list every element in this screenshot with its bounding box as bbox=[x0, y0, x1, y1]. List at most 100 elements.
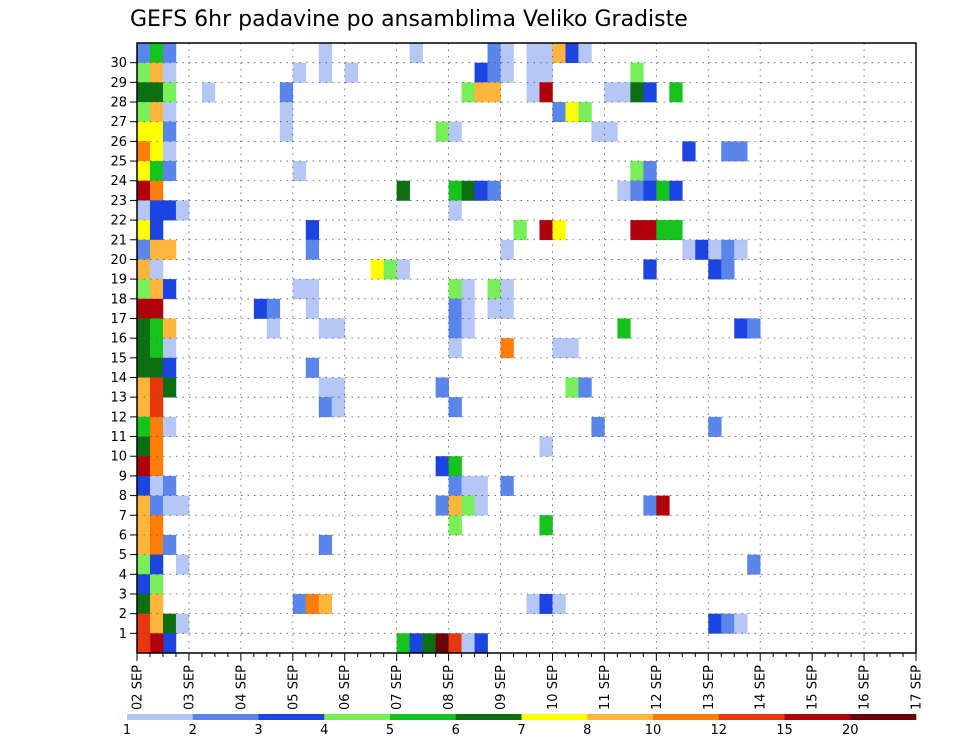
heatmap-cell bbox=[305, 279, 320, 300]
heatmap-cell bbox=[162, 141, 177, 162]
y-tick-label: 11 bbox=[110, 430, 127, 445]
x-tick-label: 02 SEP bbox=[131, 665, 146, 710]
heatmap-cell bbox=[149, 456, 164, 477]
colorbar-label: 1 bbox=[123, 723, 131, 738]
x-tick-label: 17 SEP bbox=[910, 665, 925, 710]
y-tick-label: 10 bbox=[110, 450, 127, 465]
heatmap-cell bbox=[500, 298, 514, 319]
heatmap-cell bbox=[500, 279, 514, 300]
heatmap-cell bbox=[137, 82, 151, 103]
heatmap-cell bbox=[539, 62, 553, 83]
heatmap-cell bbox=[292, 62, 307, 83]
heatmap-cell bbox=[474, 475, 488, 496]
heatmap-cell bbox=[539, 515, 553, 536]
heatmap-cell bbox=[435, 495, 449, 516]
heatmap-cell bbox=[448, 397, 462, 418]
heatmap-cell bbox=[137, 102, 151, 123]
colorbar-swatch bbox=[390, 714, 457, 720]
heatmap-cell bbox=[474, 180, 488, 201]
heatmap-cell bbox=[344, 62, 359, 83]
heatmap-cell bbox=[474, 495, 488, 516]
heatmap-cell bbox=[539, 43, 553, 63]
heatmap-cell bbox=[266, 298, 281, 319]
heatmap-cell bbox=[162, 121, 177, 142]
heatmap-cell bbox=[409, 43, 423, 63]
heatmap-cell bbox=[617, 82, 631, 103]
heatmap-cell bbox=[137, 259, 151, 280]
heatmap-cell bbox=[604, 82, 618, 103]
heatmap-cell bbox=[474, 633, 488, 654]
heatmap-cell bbox=[175, 613, 190, 634]
heatmap-cell bbox=[474, 82, 488, 103]
heatmap-cell bbox=[526, 593, 540, 614]
heatmap-cell bbox=[708, 239, 722, 260]
heatmap-cell bbox=[149, 574, 164, 595]
y-tick-label: 29 bbox=[110, 76, 127, 91]
heatmap-cell bbox=[487, 279, 501, 300]
heatmap-cell bbox=[448, 298, 462, 319]
heatmap-cell bbox=[578, 43, 592, 63]
heatmap-cell bbox=[149, 259, 164, 280]
heatmap-cell bbox=[137, 239, 151, 260]
heatmap-cell bbox=[396, 259, 410, 280]
heatmap-cell bbox=[162, 318, 177, 339]
heatmap-cell bbox=[513, 220, 527, 241]
heatmap-cell bbox=[734, 141, 748, 162]
heatmap-cell bbox=[708, 416, 722, 437]
heatmap-cell bbox=[500, 62, 514, 83]
y-tick-label: 27 bbox=[110, 115, 127, 130]
heatmap-cell bbox=[149, 298, 164, 319]
heatmap-cell bbox=[734, 318, 748, 339]
heatmap-cell bbox=[149, 475, 164, 496]
heatmap-cell bbox=[149, 279, 164, 300]
y-tick-label: 24 bbox=[110, 174, 127, 189]
heatmap-cell bbox=[721, 239, 735, 260]
colorbar-label: 4 bbox=[320, 723, 328, 738]
heatmap-cell bbox=[305, 220, 320, 241]
heatmap-cell bbox=[435, 121, 449, 142]
heatmap-cell bbox=[409, 633, 423, 654]
heatmap-cell bbox=[162, 62, 177, 83]
colorbar-swatch bbox=[192, 714, 259, 720]
heatmap-cells bbox=[137, 43, 761, 654]
y-tick-label: 14 bbox=[110, 371, 127, 386]
heatmap-cell bbox=[435, 377, 449, 398]
heatmap-cell bbox=[487, 43, 501, 63]
heatmap-cell bbox=[656, 180, 670, 201]
heatmap-cell bbox=[721, 613, 735, 634]
heatmap-cell bbox=[162, 377, 177, 398]
heatmap-cell bbox=[448, 121, 462, 142]
heatmap-cell bbox=[682, 141, 696, 162]
heatmap-cell bbox=[175, 495, 190, 516]
heatmap-cell bbox=[137, 161, 151, 182]
colorbar-swatch bbox=[455, 714, 522, 720]
heatmap-cell bbox=[253, 298, 268, 319]
x-tick-label: 08 SEP bbox=[442, 665, 457, 710]
heatmap-cell bbox=[149, 495, 164, 516]
heatmap-cell bbox=[734, 613, 748, 634]
heatmap-cell bbox=[305, 593, 320, 614]
colorbar-label: 6 bbox=[452, 723, 460, 738]
heatmap-cell bbox=[149, 377, 164, 398]
heatmap-cell bbox=[137, 593, 151, 614]
heatmap-cell bbox=[137, 633, 151, 654]
colorbar-label: 12 bbox=[710, 723, 727, 738]
colorbar-swatch bbox=[324, 714, 391, 720]
heatmap-cell bbox=[201, 82, 216, 103]
heatmap-cell bbox=[305, 298, 320, 319]
heatmap-cell bbox=[318, 593, 333, 614]
heatmap-cell bbox=[461, 298, 475, 319]
heatmap-cell bbox=[292, 593, 307, 614]
x-tick-label: 11 SEP bbox=[598, 665, 613, 710]
colorbar-swatch bbox=[850, 714, 917, 720]
heatmap-cell bbox=[708, 613, 722, 634]
heatmap-cell bbox=[162, 82, 177, 103]
heatmap-cell bbox=[643, 495, 657, 516]
heatmap-cell bbox=[149, 43, 164, 63]
heatmap-cell bbox=[149, 161, 164, 182]
heatmap-cell bbox=[669, 220, 683, 241]
heatmap-cell bbox=[539, 82, 553, 103]
x-tick-label: 04 SEP bbox=[234, 665, 249, 710]
heatmap-cell bbox=[149, 534, 164, 555]
heatmap-cell bbox=[149, 593, 164, 614]
